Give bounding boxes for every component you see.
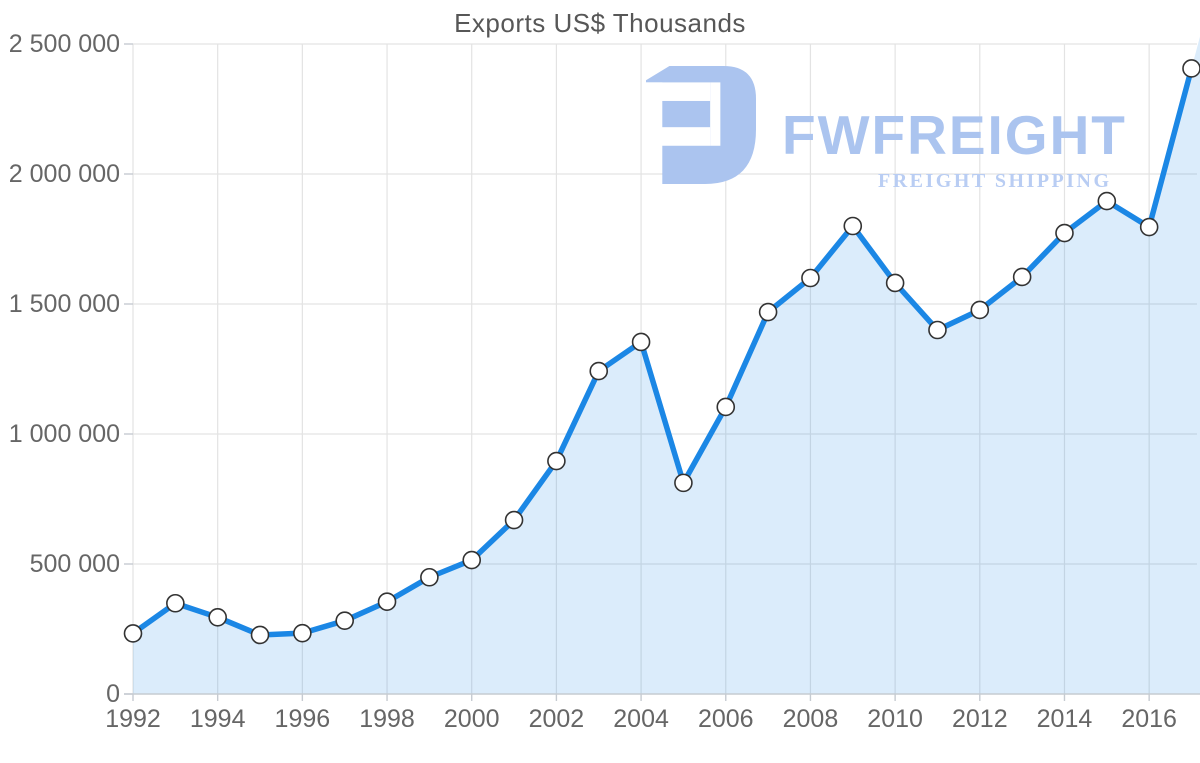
x-axis-label: 1996 (275, 705, 331, 733)
data-point-2012 (970, 300, 990, 320)
data-point-1993 (166, 593, 185, 613)
watermark-tagline-text: FREIGHT SHIPPING (878, 170, 1112, 192)
x-axis-label: 2016 (1121, 705, 1177, 733)
area-fill (133, 36, 1200, 694)
data-point-2011 (928, 320, 947, 340)
x-axis-label: 2012 (952, 705, 1008, 733)
y-axis-label: 0 (106, 680, 120, 708)
data-point-1998 (377, 592, 397, 612)
watermark-brand-text: FWFREIGHT (782, 104, 1127, 166)
x-axis-label: 2000 (444, 705, 500, 733)
data-point-1992 (123, 624, 143, 643)
data-point-2017 (1182, 59, 1200, 78)
data-point-2015 (1097, 191, 1117, 211)
data-point-2002 (547, 451, 566, 471)
data-point-2001 (504, 510, 524, 530)
watermark-text-block: FWFREIGHT FREIGHT SHIPPING (782, 66, 1127, 193)
data-point-2008 (801, 268, 820, 288)
fwfreight-logo-icon (646, 66, 756, 184)
logo-notch-top (646, 82, 711, 101)
x-axis-label: 1994 (190, 705, 246, 733)
x-axis-label: 1992 (105, 705, 161, 733)
x-axis-label: 2014 (1037, 705, 1093, 733)
data-point-2016 (1139, 217, 1159, 237)
data-point-2004 (631, 332, 651, 352)
data-point-2006 (716, 397, 736, 417)
x-axis-label: 2006 (698, 705, 754, 733)
logo-notch-bottom (656, 127, 711, 146)
data-point-1995 (250, 625, 270, 645)
data-point-2005 (674, 473, 693, 493)
data-point-2013 (1012, 267, 1032, 287)
y-axis-label: 500 000 (30, 550, 120, 578)
data-point-1999 (420, 567, 439, 587)
x-axis-label: 2004 (613, 705, 669, 733)
fwfreight-watermark: FWFREIGHT FREIGHT SHIPPING (646, 66, 1127, 193)
data-point-2009 (843, 216, 863, 236)
data-point-1994 (208, 607, 227, 627)
logo-notch-vertical (710, 82, 721, 146)
x-axis-label: 2010 (867, 705, 923, 733)
chart-title: Exports US$ Thousands (454, 8, 746, 38)
y-axis-label: 2 500 000 (9, 30, 120, 58)
y-axis-label: 1 500 000 (9, 290, 120, 318)
x-axis-label: 2002 (529, 705, 585, 733)
x-axis-label: 1998 (359, 705, 415, 733)
data-point-2007 (758, 302, 778, 322)
x-axis-label: 2008 (783, 705, 839, 733)
data-point-2014 (1055, 223, 1074, 243)
data-point-2010 (885, 273, 905, 293)
data-point-1996 (293, 623, 312, 643)
y-axis-label: 2 000 000 (9, 160, 120, 188)
data-point-2000 (462, 550, 482, 570)
y-axis-label: 1 000 000 (9, 420, 120, 448)
data-point-1997 (335, 611, 355, 630)
data-point-2003 (589, 361, 609, 381)
